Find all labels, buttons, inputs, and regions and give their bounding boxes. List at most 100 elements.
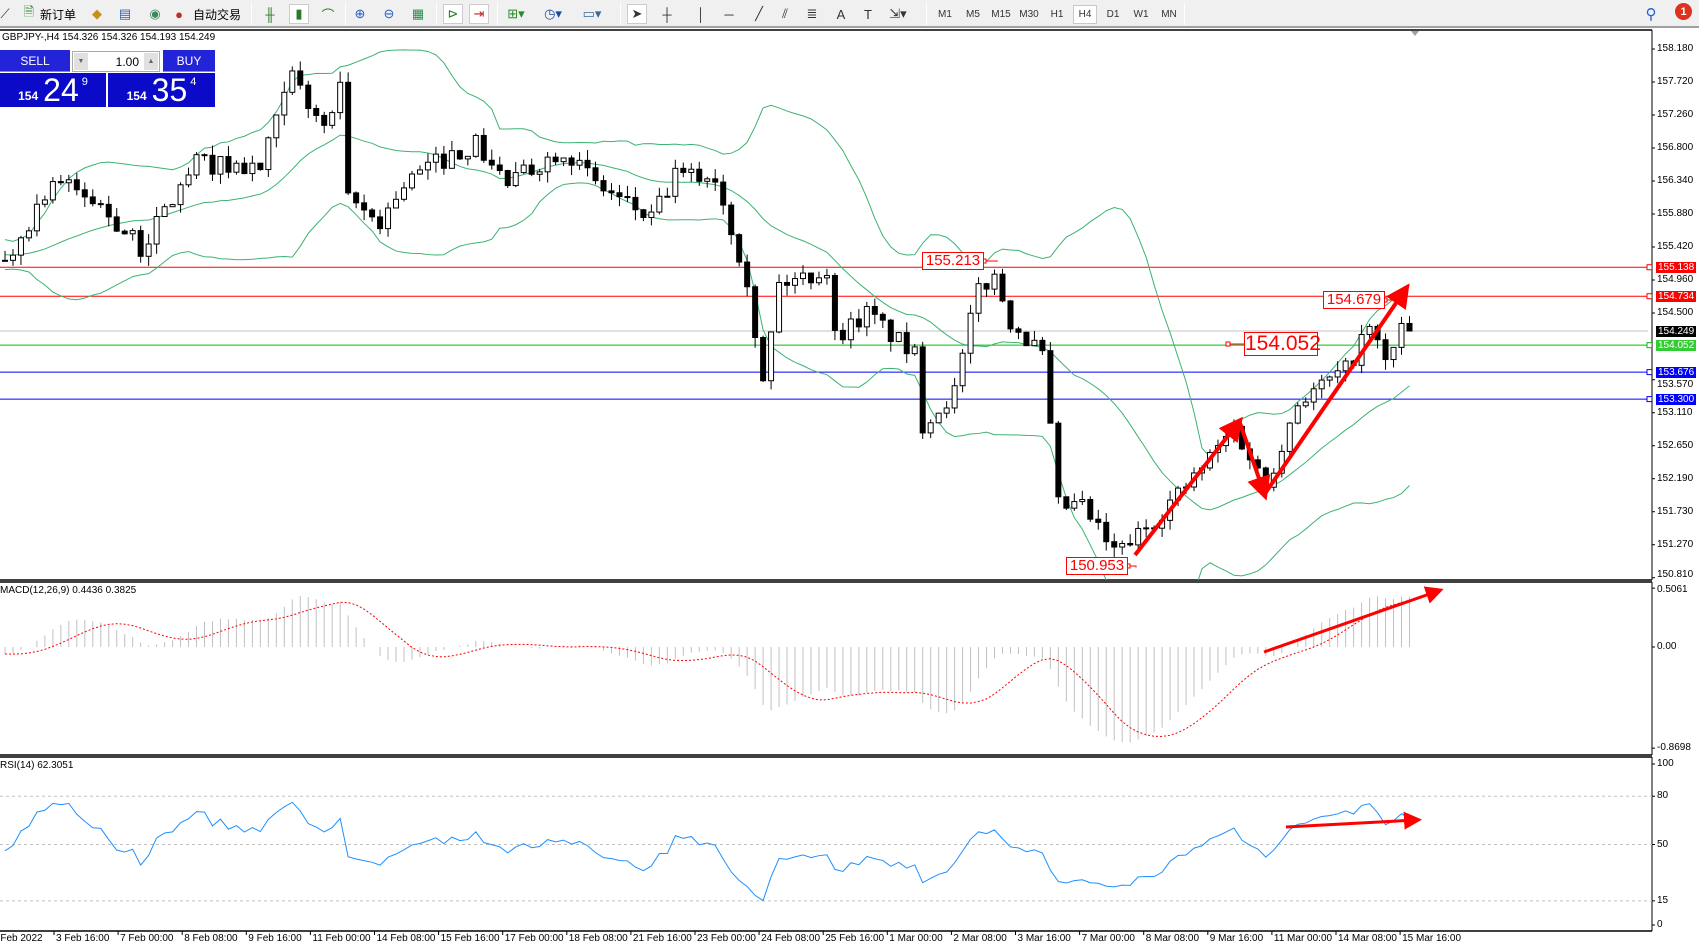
templates-icon[interactable]: ▭▾ xyxy=(582,6,602,21)
bull-candle-body xyxy=(776,281,783,333)
candlestick-chart-icon[interactable]: ▮ xyxy=(289,4,309,24)
bull-candle-body xyxy=(337,81,344,114)
timeframe-w1[interactable]: W1 xyxy=(1133,9,1149,20)
price-label-recent-high[interactable]: 154.679 xyxy=(1323,291,1385,309)
zoom-in-icon[interactable]: ⊕ xyxy=(354,6,366,21)
timeframe-m5[interactable]: M5 xyxy=(966,9,980,20)
annotation-connector xyxy=(984,260,998,262)
equidistant-channel-icon[interactable]: ⫽ xyxy=(782,6,788,21)
separator xyxy=(620,3,621,25)
candle xyxy=(401,182,407,202)
level-handle xyxy=(1646,342,1652,349)
bear-candle-body xyxy=(712,178,719,183)
bull-candle-body xyxy=(33,203,40,232)
annotation-connectors xyxy=(981,258,1393,569)
bear-candle-body xyxy=(624,196,631,199)
ask-price-box[interactable]: 154 35 4 xyxy=(108,72,215,108)
timeframe-m1[interactable]: M1 xyxy=(938,9,952,20)
bear-candle-body xyxy=(871,306,878,315)
indicators-icon[interactable]: ⊞▾ xyxy=(507,6,525,21)
candle xyxy=(241,157,248,175)
bull-candle-body xyxy=(975,283,982,314)
bear-candle-body xyxy=(887,319,894,342)
lot-size-field[interactable]: ▼ 1.00 ▲ xyxy=(72,51,160,72)
cut-icon[interactable]: ⟋ xyxy=(0,6,10,21)
sell-button[interactable]: SELL xyxy=(0,50,70,72)
price-label-support[interactable]: 154.052 xyxy=(1244,332,1321,356)
auto-trading-button[interactable]: 自动交易 xyxy=(193,8,242,22)
crosshair-icon[interactable]: ┼ xyxy=(662,6,672,22)
bull-candle-body xyxy=(401,187,407,200)
bull-candle-body xyxy=(863,306,870,328)
bull-candle-body xyxy=(161,206,168,218)
auto-scroll-icon[interactable]: ⊳ xyxy=(443,4,463,24)
vertical-line-icon[interactable]: │ xyxy=(696,6,706,22)
arrows-icon[interactable]: ⇲▾ xyxy=(889,6,907,21)
bull-candle-body xyxy=(408,173,415,189)
price-label-high[interactable]: 155.213 xyxy=(922,252,984,270)
candle xyxy=(616,184,623,207)
candle xyxy=(1031,330,1038,347)
cursor-icon[interactable]: ➤ xyxy=(627,4,647,24)
candle xyxy=(871,298,878,325)
search-icon[interactable]: ⚲ xyxy=(1645,6,1657,23)
timeframe-mn[interactable]: MN xyxy=(1161,9,1177,20)
bull-candle-body xyxy=(560,157,567,163)
candle xyxy=(193,152,200,179)
horizontal-line-icon[interactable]: ─ xyxy=(724,6,734,22)
bar-chart-icon[interactable]: ╫ xyxy=(265,6,275,22)
periods-clock-icon[interactable]: ◷▾ xyxy=(544,6,562,21)
time-axis-label: 15 Feb 16:00 xyxy=(440,933,500,944)
lot-size-value[interactable]: 1.00 xyxy=(115,55,139,69)
candle xyxy=(536,168,543,182)
time-axis-label: 1 Mar 00:00 xyxy=(889,933,943,944)
bear-candle-body xyxy=(97,203,104,206)
timeframe-h4[interactable]: H4 xyxy=(1073,5,1097,24)
lot-decrease-button[interactable]: ▼ xyxy=(74,53,88,70)
level-handle xyxy=(1646,293,1652,300)
new-order-button[interactable]: 新订单 xyxy=(40,8,77,22)
buy-button[interactable]: BUY xyxy=(163,50,215,72)
auto-trading-icon[interactable]: ● xyxy=(175,6,183,22)
bear-candle-body xyxy=(456,150,463,160)
notification-badge[interactable]: 1 xyxy=(1675,3,1692,20)
timeframe-m15[interactable]: M15 xyxy=(991,9,1011,20)
timeframe-d1[interactable]: D1 xyxy=(1106,9,1120,20)
fibonacci-icon[interactable]: ≣ xyxy=(806,6,818,21)
candle xyxy=(800,265,806,285)
timeframe-h1[interactable]: H1 xyxy=(1050,9,1064,20)
rsi-axis-label: 100 xyxy=(1657,758,1674,769)
line-chart-icon[interactable]: ⌒ xyxy=(321,7,335,23)
new-order-icon[interactable]: 🗎 xyxy=(23,4,35,19)
trendline-icon[interactable]: ╱ xyxy=(755,6,763,21)
bear-candle-body xyxy=(345,81,352,194)
history-center-icon[interactable]: ▤ xyxy=(118,6,132,21)
price-label-low[interactable]: 150.953 xyxy=(1066,557,1128,575)
timeframe-m30[interactable]: M30 xyxy=(1019,9,1039,20)
candle xyxy=(1111,533,1118,558)
zoom-out-icon[interactable]: ⊖ xyxy=(383,6,395,21)
gold-bars-icon[interactable]: ◆ xyxy=(92,6,102,21)
bear-candle-body xyxy=(377,216,384,230)
candle xyxy=(440,145,447,175)
bid-price-box[interactable]: 154 24 9 xyxy=(0,72,106,108)
level-price-label: 153.676 xyxy=(1656,366,1696,378)
tile-windows-icon[interactable]: ▦ xyxy=(411,6,425,21)
text-label-icon[interactable]: T xyxy=(864,6,872,22)
lot-increase-button[interactable]: ▲ xyxy=(144,53,158,70)
signals-icon[interactable]: ◉ xyxy=(149,6,161,21)
candle xyxy=(281,81,288,126)
candle xyxy=(544,151,551,183)
text-icon[interactable]: A xyxy=(836,6,846,22)
candle xyxy=(552,152,559,166)
candle xyxy=(81,182,88,208)
time-axis-label: 14 Feb 08:00 xyxy=(376,933,436,944)
level-handle xyxy=(1646,264,1652,271)
bear-candle-body xyxy=(632,196,639,211)
level-price-label: 153.300 xyxy=(1656,393,1696,405)
chart-shift-icon[interactable]: ⇥ xyxy=(469,4,489,24)
candle xyxy=(345,72,352,196)
candle xyxy=(792,272,799,294)
bull-candle-body xyxy=(153,216,160,245)
